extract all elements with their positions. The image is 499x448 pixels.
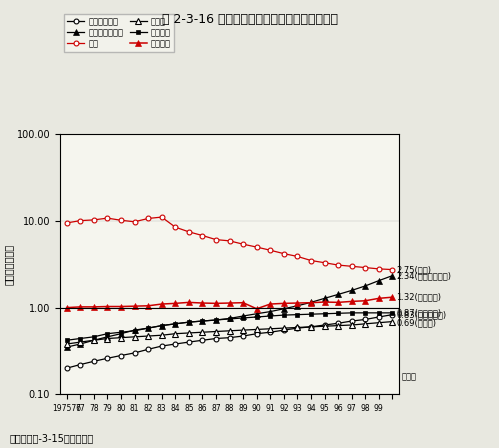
Text: 2.75(米国): 2.75(米国)	[397, 265, 432, 274]
Text: 第 2-3-16 図　主要国の技術貿易収支比の推移: 第 2-3-16 図 主要国の技術貿易収支比の推移	[162, 13, 337, 26]
Text: 0.83(日本・日銀): 0.83(日本・日銀)	[397, 310, 447, 319]
Text: 0.69(ドイツ): 0.69(ドイツ)	[397, 318, 437, 327]
Text: （年）: （年）	[402, 372, 417, 381]
Text: 2.34(日本・総務省): 2.34(日本・総務省)	[397, 271, 452, 280]
Y-axis label: （輸出／輸入）: （輸出／輸入）	[4, 244, 14, 285]
Text: 0.87(フランス): 0.87(フランス)	[397, 308, 442, 317]
Text: 1.32(イギリス): 1.32(イギリス)	[397, 292, 442, 301]
Text: 資料：第２-3-15図に同じ。: 資料：第２-3-15図に同じ。	[10, 434, 94, 444]
Legend: 日本（日銀）, 日本（総務省）, 米国, ドイツ, フランス, イギリス: 日本（日銀）, 日本（総務省）, 米国, ドイツ, フランス, イギリス	[64, 14, 174, 52]
